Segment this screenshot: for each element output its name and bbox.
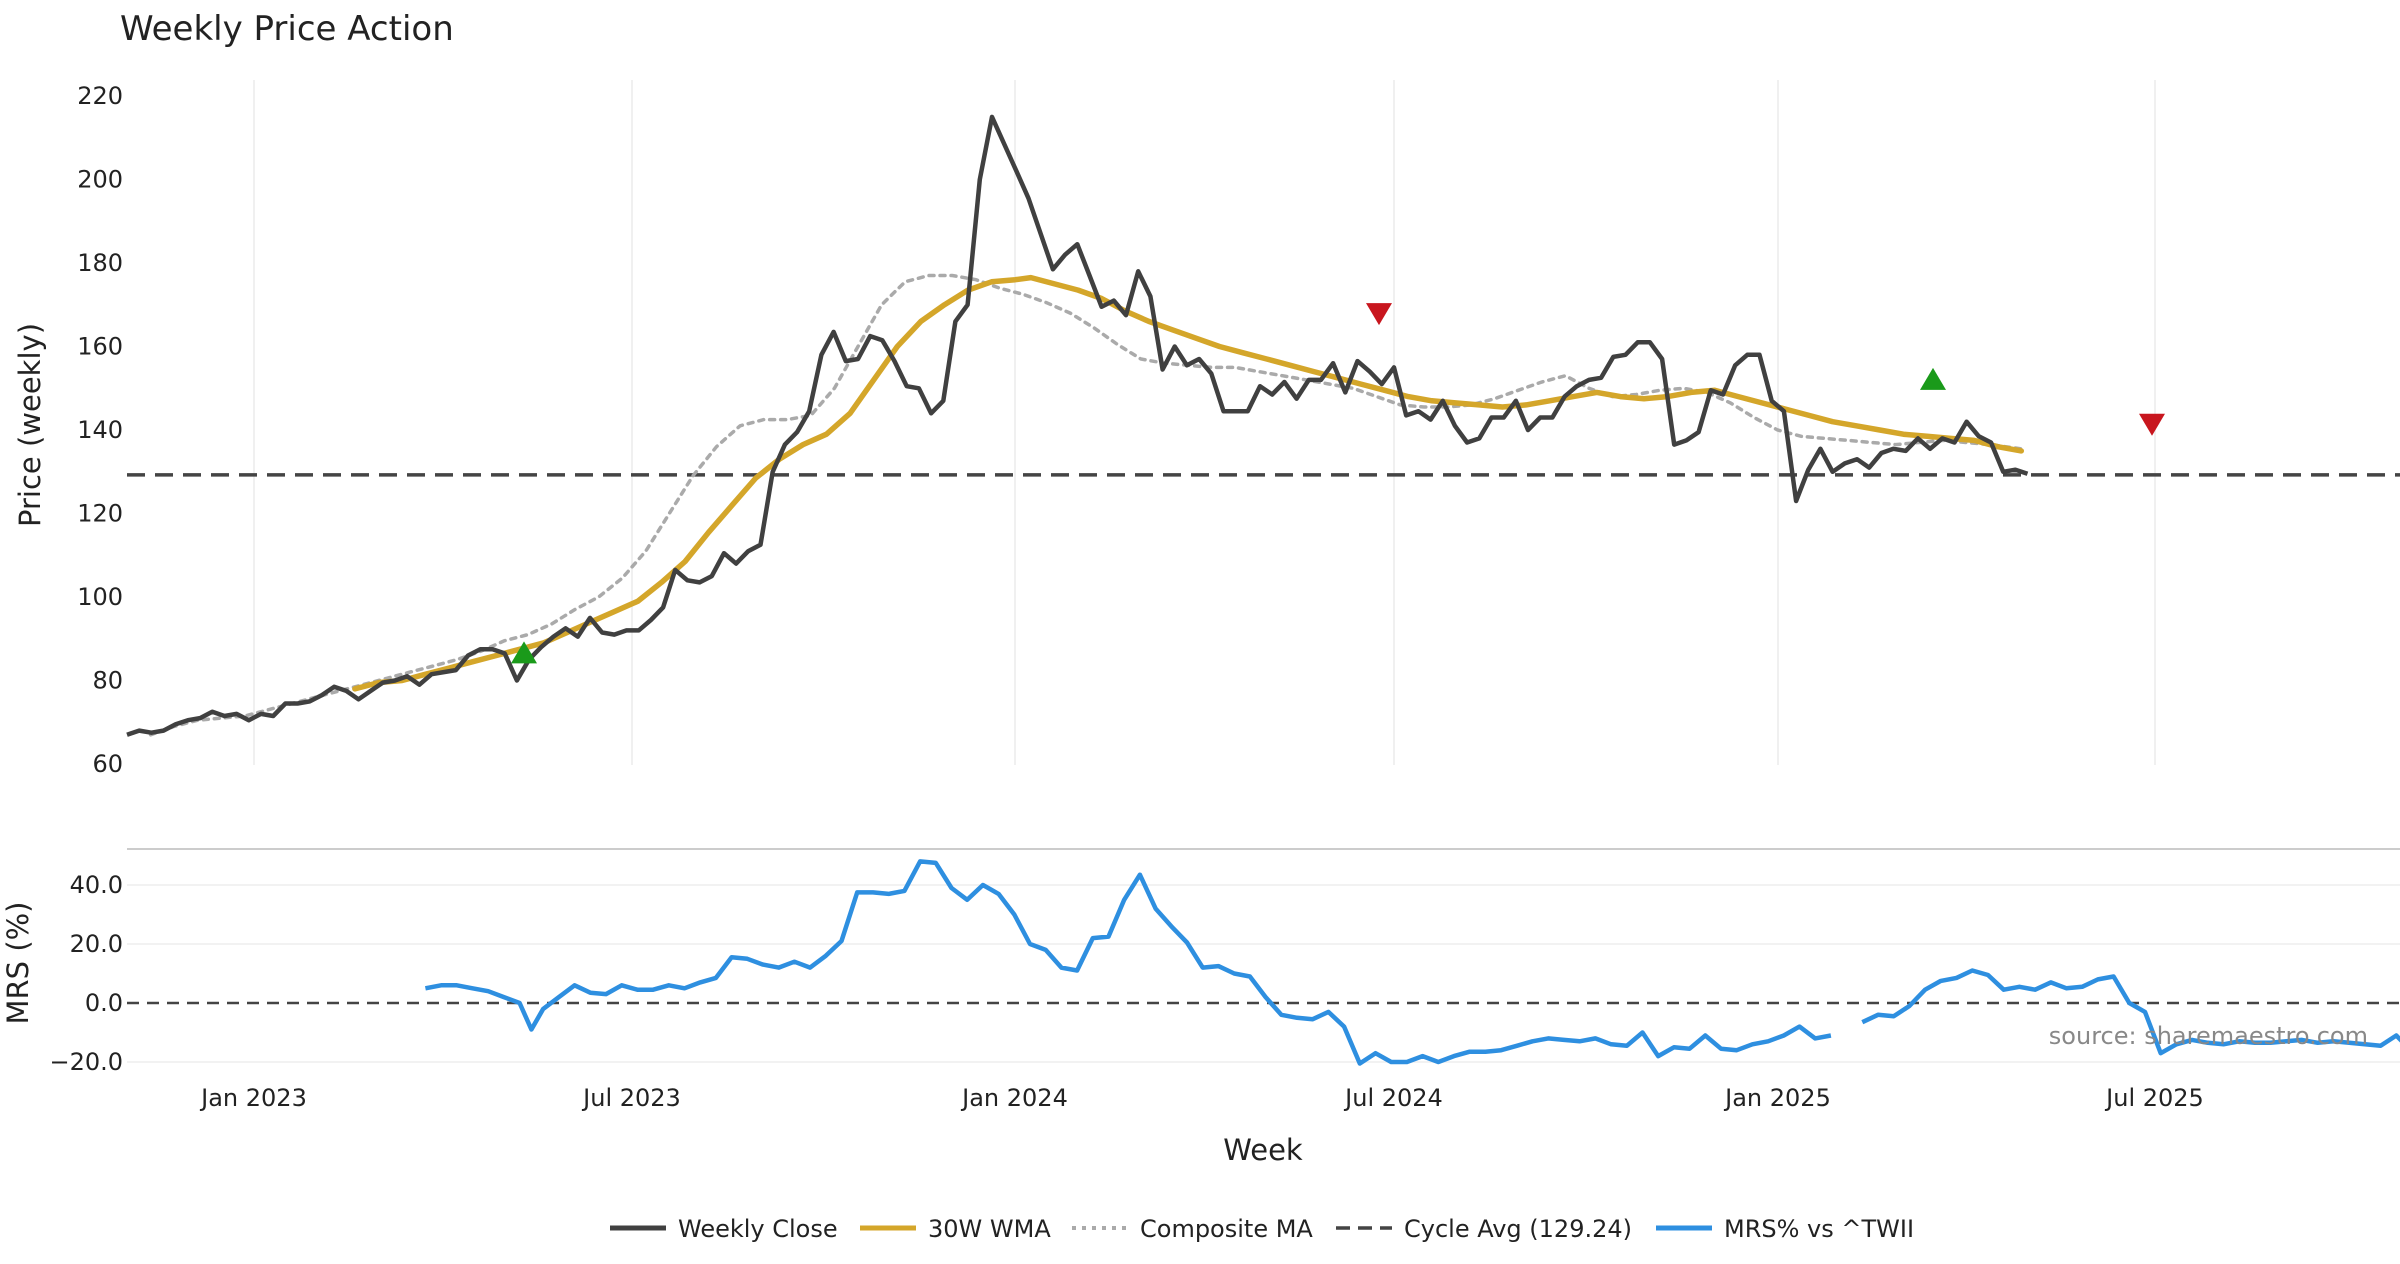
signal-buy-0: [511, 641, 537, 664]
price-y-tick-3: 120: [77, 500, 123, 528]
legend-entry-1: 30W WMA: [860, 1215, 1051, 1243]
price-y-tick-6: 180: [77, 249, 123, 277]
legend-entry-0: Weekly Close: [610, 1215, 838, 1243]
price-y-axis-label: Price (weekly): [13, 323, 47, 527]
chart-title: Weekly Price Action: [120, 9, 454, 49]
price-y-ticks: 60 80 100 120 140 160 180 200 220: [77, 82, 123, 778]
x-axis-label: Week: [1223, 1133, 1303, 1167]
price-y-tick-8: 220: [77, 82, 123, 110]
x-tick-5: Jul 2025: [2104, 1084, 2204, 1112]
legend-label-1: 30W WMA: [928, 1215, 1051, 1243]
series-30w-wma: [352, 274, 2025, 692]
series-mrs-segment-1: [1861, 968, 2400, 1056]
price-grid: [253, 80, 2156, 765]
x-ticks: Jan 2023 Jul 2023 Jan 2024 Jul 2024 Jan 2025…: [199, 1084, 2204, 1112]
price-y-tick-5: 160: [77, 333, 123, 361]
signal-sell-1: [1366, 303, 1392, 326]
x-tick-4: Jan 2025: [1723, 1084, 1831, 1112]
mrs-y-tick-1: 0.0: [85, 989, 123, 1017]
series-mrs-segment-0: [424, 859, 1832, 1066]
mrs-y-axis-label: MRS (%): [1, 902, 35, 1025]
mrs-y-tick-0: −20.0: [49, 1048, 123, 1076]
legend-label-3: Cycle Avg (129.24): [1404, 1215, 1632, 1243]
x-tick-3: Jul 2024: [1343, 1084, 1443, 1112]
price-y-tick-4: 140: [77, 416, 123, 444]
price-y-tick-0: 60: [92, 750, 123, 778]
x-tick-2: Jan 2024: [960, 1084, 1068, 1112]
legend-label-2: Composite MA: [1140, 1215, 1313, 1243]
mrs-grid: [127, 884, 2400, 1063]
legend-label-0: Weekly Close: [678, 1215, 838, 1243]
mrs-y-tick-2: 20.0: [70, 930, 123, 958]
price-y-tick-7: 200: [77, 166, 123, 194]
legend-entry-2: Composite MA: [1072, 1215, 1313, 1243]
series-weekly-close: [126, 114, 2029, 737]
x-tick-0: Jan 2023: [199, 1084, 307, 1112]
price-y-tick-2: 100: [77, 583, 123, 611]
x-tick-1: Jul 2023: [581, 1084, 681, 1112]
legend-entry-3: Cycle Avg (129.24): [1336, 1215, 1632, 1243]
price-series-layer: [126, 114, 2400, 737]
source-note: source: sharemaestro.com: [2049, 1022, 2368, 1050]
signal-markers: [511, 303, 2165, 664]
price-y-tick-1: 80: [92, 667, 123, 695]
signal-sell-3: [2139, 413, 2165, 436]
legend-label-4: MRS% vs ^TWII: [1724, 1215, 1914, 1243]
mrs-series-layer: [424, 859, 2400, 1066]
legend: Weekly Close 30W WMA Composite MA Cycle Avg…: [610, 1215, 1914, 1243]
mrs-y-tick-3: 40.0: [70, 871, 123, 899]
mrs-y-ticks: −20.0 0.0 20.0 40.0: [49, 871, 123, 1076]
legend-entry-4: MRS% vs ^TWII: [1656, 1215, 1914, 1243]
series-composite-ma: [148, 273, 2024, 737]
signal-buy-2: [1920, 367, 1946, 390]
